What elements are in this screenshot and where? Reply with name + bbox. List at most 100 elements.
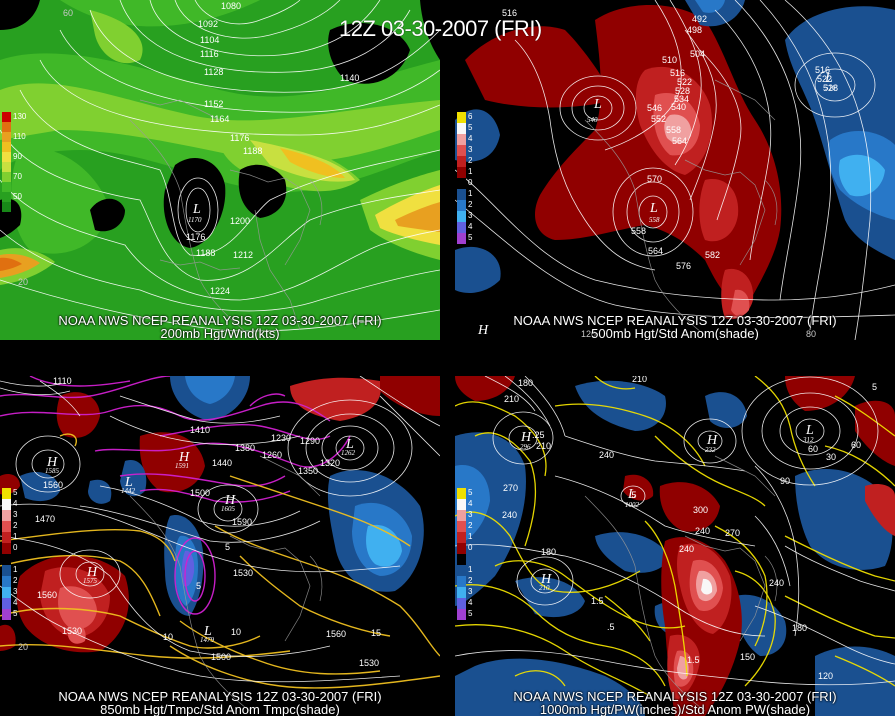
svg-text:180: 180 <box>541 547 556 557</box>
legend-label: 1 <box>468 565 473 574</box>
svg-text:1.5: 1.5 <box>591 596 604 606</box>
svg-text:1500: 1500 <box>211 652 231 662</box>
svg-text:540: 540 <box>671 102 686 112</box>
svg-text:576: 576 <box>676 261 691 271</box>
legend-swatch <box>2 172 11 182</box>
legend-label: 4 <box>468 134 473 143</box>
legend-swatch <box>2 532 11 543</box>
svg-text:L: L <box>593 97 602 112</box>
svg-text:516: 516 <box>815 65 830 75</box>
legend-label: 2 <box>13 576 18 585</box>
legend-swatch <box>2 554 11 565</box>
svg-text:1440: 1440 <box>212 458 232 468</box>
legend-swatch <box>2 609 11 620</box>
svg-text:1585: 1585 <box>45 467 60 475</box>
legend-swatch <box>457 200 466 211</box>
legend-swatch <box>2 521 11 532</box>
svg-text:528: 528 <box>823 83 838 93</box>
legend-swatch <box>2 202 11 212</box>
svg-text:1188: 1188 <box>196 248 215 258</box>
legend-label: 0 <box>468 543 473 552</box>
svg-text:L: L <box>627 487 636 502</box>
legend-label: 4 <box>13 598 18 607</box>
legend-swatch <box>457 488 466 499</box>
svg-text:1479: 1479 <box>200 636 215 644</box>
legend-label: 1 <box>13 565 18 574</box>
caption-agency: NOAA NWS NCEP REANALYSIS 12Z 03-30-2007 … <box>513 313 837 328</box>
caption-agency: NOAA NWS NCEP REANALYSIS 12Z 03-30-2007 … <box>58 689 382 704</box>
svg-text:240: 240 <box>769 578 784 588</box>
svg-text:120: 120 <box>818 671 833 681</box>
svg-text:1092: 1092 <box>198 19 218 29</box>
legend-swatch <box>2 162 11 172</box>
svg-text:300: 300 <box>693 505 708 515</box>
legend-swatch <box>2 192 11 202</box>
svg-text:210: 210 <box>504 394 519 404</box>
svg-text:312: 312 <box>802 436 814 444</box>
svg-text:1188: 1188 <box>243 146 262 156</box>
legend-1000mb: 5 4 3 2 1 0 1 2 3 4 5 <box>457 488 472 620</box>
legend-label: 1 <box>13 532 18 541</box>
svg-text:1176: 1176 <box>186 232 205 242</box>
legend-swatch <box>457 543 466 554</box>
svg-text:60: 60 <box>851 440 861 450</box>
svg-text:L: L <box>203 624 212 639</box>
svg-text:1530: 1530 <box>359 658 379 668</box>
svg-text:1260: 1260 <box>262 450 282 460</box>
svg-text:1350: 1350 <box>298 466 318 476</box>
legend-200mb: 130 110 90 70 50 <box>2 112 26 212</box>
svg-text:1560: 1560 <box>43 480 63 490</box>
panel-850mb: 1110 1410 1380 1230 1290 1260 1440 1350 … <box>0 376 440 716</box>
svg-text:240: 240 <box>599 450 614 460</box>
svg-text:H: H <box>477 323 489 338</box>
legend-label: 50 <box>13 192 22 201</box>
svg-text:5: 5 <box>196 581 201 591</box>
svg-text:504: 504 <box>690 49 705 59</box>
legend-label: 5 <box>13 609 18 618</box>
legend-swatch <box>457 233 466 244</box>
legend-swatch <box>457 565 466 576</box>
svg-text:1104: 1104 <box>200 35 219 45</box>
map-1000mb-pw: 180 210 210 210 240 270 240 180 300 270 … <box>455 376 895 716</box>
svg-text:510: 510 <box>662 55 677 65</box>
svg-text:H: H <box>520 430 532 445</box>
svg-text:L: L <box>192 202 201 217</box>
legend-label: 90 <box>13 152 22 161</box>
legend-label: 4 <box>468 222 473 231</box>
legend-swatch <box>2 152 11 162</box>
svg-text:15: 15 <box>371 628 381 638</box>
legend-label: 5 <box>468 233 473 242</box>
svg-text:210: 210 <box>632 376 647 384</box>
svg-text:80: 80 <box>806 329 816 339</box>
svg-text:1176: 1176 <box>230 133 249 143</box>
legend-label: 4 <box>468 598 473 607</box>
legend-label: 3 <box>468 211 473 220</box>
svg-text:516: 516 <box>502 8 517 18</box>
legend-label: 5 <box>468 609 473 618</box>
svg-text:1170: 1170 <box>188 216 202 224</box>
svg-text:1605: 1605 <box>221 505 236 513</box>
caption-field: 1000mb Hgt/PW(inches)/Std Anom PW(shade) <box>539 702 811 716</box>
svg-text:60: 60 <box>63 8 73 18</box>
svg-text:10: 10 <box>163 632 173 642</box>
panel-200mb: 60 1080 1092 1104 1116 1128 1140 1152 11… <box>0 0 440 340</box>
svg-text:20: 20 <box>18 277 28 287</box>
legend-swatch <box>457 178 466 189</box>
legend-swatch <box>2 488 11 499</box>
legend-swatch <box>457 532 466 543</box>
map-500mb-anomaly: 516 492 498 504 510 516 522 528 534 540 … <box>455 0 895 340</box>
svg-text:1116: 1116 <box>200 49 219 59</box>
legend-label: 4 <box>13 499 18 508</box>
svg-text:H: H <box>46 455 58 470</box>
legend-label: 3 <box>13 587 18 596</box>
svg-text:5: 5 <box>872 382 877 392</box>
legend-label: 70 <box>13 172 22 181</box>
svg-text:1128: 1128 <box>204 67 223 77</box>
legend-label: 5 <box>13 488 18 497</box>
legend-swatch <box>457 222 466 233</box>
svg-text:1002: 1002 <box>625 501 640 509</box>
svg-text:H: H <box>706 433 718 448</box>
svg-text:1164: 1164 <box>210 114 229 124</box>
svg-text:1530: 1530 <box>233 568 253 578</box>
